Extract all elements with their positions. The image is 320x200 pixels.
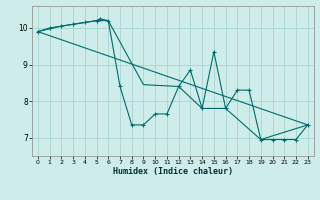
- X-axis label: Humidex (Indice chaleur): Humidex (Indice chaleur): [113, 167, 233, 176]
